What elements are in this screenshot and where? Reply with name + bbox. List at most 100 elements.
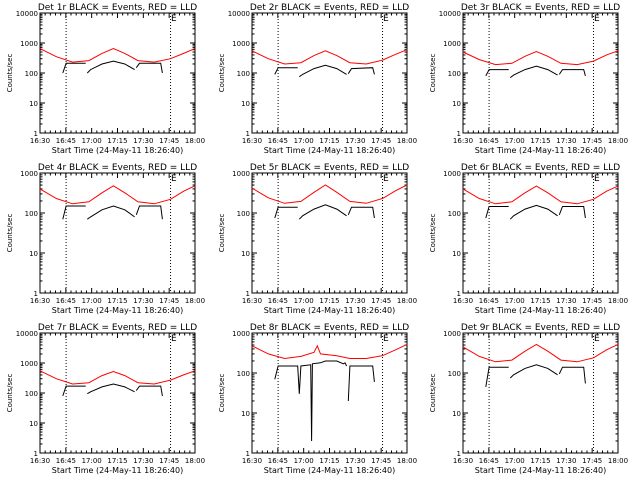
chart-title: Det 2r BLACK = Events, RED = LLD	[250, 3, 409, 13]
series-events-line	[274, 67, 298, 75]
series-events-line	[135, 62, 163, 74]
chart-title: Det 3r BLACK = Events, RED = LLD	[461, 3, 620, 13]
series-events-line	[62, 205, 86, 220]
series-lld-line	[39, 48, 196, 63]
y-tick-label: 100	[25, 70, 38, 78]
x-tick-label: 16:30	[30, 137, 50, 145]
x-axis-label: Start Time (24-May-11 18:26:40)	[475, 306, 606, 315]
series-events-line	[299, 64, 347, 78]
y-tick-label: 1000	[20, 170, 38, 178]
series-lld-line	[251, 49, 408, 65]
x-tick-label: 16:45	[479, 297, 499, 305]
plot-frame	[462, 12, 619, 134]
y-axis-label: Counts/sec	[429, 54, 437, 93]
y-tick-label: 100	[25, 210, 38, 218]
series-events-line	[347, 67, 375, 75]
chart-title: Det 4r BLACK = Events, RED = LLD	[38, 163, 197, 173]
series-events-line	[485, 366, 509, 387]
x-tick-label: 17:00	[294, 137, 314, 145]
y-axis-label: Counts/sec	[429, 374, 437, 413]
x-tick-label: 16:30	[242, 457, 262, 465]
series-events-line	[509, 65, 558, 78]
y-axis-label: Counts/sec	[218, 54, 226, 93]
y-tick-label: 1	[34, 450, 38, 458]
y-tick-label: 1000	[443, 170, 461, 178]
series-events-line	[135, 205, 163, 220]
y-tick-label: 1	[246, 290, 250, 298]
y-tick-label: 1000	[20, 40, 38, 48]
chart-title: Det 5r BLACK = Events, RED = LLD	[250, 163, 409, 173]
x-tick-label: 16:30	[242, 297, 262, 305]
x-tick-label: 17:15	[319, 137, 339, 145]
y-tick-label: 1000	[20, 360, 38, 368]
series-events-line	[347, 365, 375, 402]
x-tick-label: 16:30	[242, 137, 262, 145]
x-tick-label: 17:00	[505, 297, 525, 305]
y-tick-label: 1	[457, 130, 461, 138]
chart-title: Det 1r BLACK = Events, RED = LLD	[38, 3, 197, 13]
y-axis-label: Counts/sec	[218, 374, 226, 413]
series-events-line	[86, 60, 135, 74]
x-tick-label: 17:30	[556, 297, 576, 305]
x-axis-label: Start Time (24-May-11 18:26:40)	[475, 146, 606, 155]
y-tick-label: 100	[448, 70, 461, 78]
x-tick-label: 17:45	[371, 297, 391, 305]
y-tick-label: 10	[241, 410, 250, 418]
series-events-line	[87, 383, 135, 395]
y-tick-label: 10000	[439, 10, 461, 18]
x-tick-label: 16:30	[453, 137, 473, 145]
series-events-line	[509, 364, 558, 379]
x-tick-label: 17:00	[505, 137, 525, 145]
series-lld-line	[251, 343, 408, 360]
legend-marker: E	[594, 174, 600, 184]
plot-frame	[251, 172, 408, 294]
series-lld-line	[251, 184, 408, 204]
x-tick-label: 18:00	[397, 457, 417, 465]
x-tick-label: 16:45	[479, 457, 499, 465]
x-tick-label: 17:30	[556, 457, 576, 465]
x-tick-label: 18:00	[185, 457, 205, 465]
y-tick-label: 100	[448, 370, 461, 378]
y-tick-label: 10000	[16, 10, 38, 18]
y-tick-label: 10	[452, 410, 461, 418]
x-tick-label: 17:45	[159, 297, 179, 305]
y-tick-label: 10	[29, 100, 38, 108]
x-tick-label: 17:30	[345, 137, 365, 145]
x-tick-label: 16:45	[479, 137, 499, 145]
x-tick-label: 17:15	[530, 457, 550, 465]
plot-frame	[251, 332, 408, 454]
legend-marker: E	[594, 14, 600, 24]
x-tick-label: 17:00	[82, 137, 102, 145]
x-tick-label: 18:00	[185, 297, 205, 305]
x-tick-label: 16:45	[56, 137, 76, 145]
x-tick-label: 16:45	[268, 457, 288, 465]
x-tick-label: 16:45	[56, 297, 76, 305]
x-tick-label: 17:30	[345, 457, 365, 465]
x-tick-label: 16:45	[56, 457, 76, 465]
y-tick-label: 10	[29, 420, 38, 428]
legend-marker: E	[383, 334, 389, 344]
y-tick-label: 10	[241, 250, 250, 258]
chart-title: Det 6r BLACK = Events, RED = LLD	[461, 163, 620, 173]
x-tick-label: 17:00	[294, 297, 314, 305]
y-tick-label: 1000	[443, 40, 461, 48]
legend-marker: E	[383, 174, 389, 184]
x-axis-label: Start Time (24-May-11 18:26:40)	[264, 146, 395, 155]
series-lld-line	[462, 343, 619, 363]
series-events-line	[485, 69, 509, 77]
y-tick-label: 100	[237, 370, 250, 378]
y-tick-label: 10	[452, 100, 461, 108]
x-tick-label: 18:00	[608, 457, 628, 465]
series-events-line	[558, 69, 586, 77]
y-tick-label: 1000	[232, 330, 250, 338]
series-lld-line	[462, 50, 619, 66]
x-tick-label: 17:30	[133, 457, 153, 465]
x-tick-label: 17:45	[371, 457, 391, 465]
